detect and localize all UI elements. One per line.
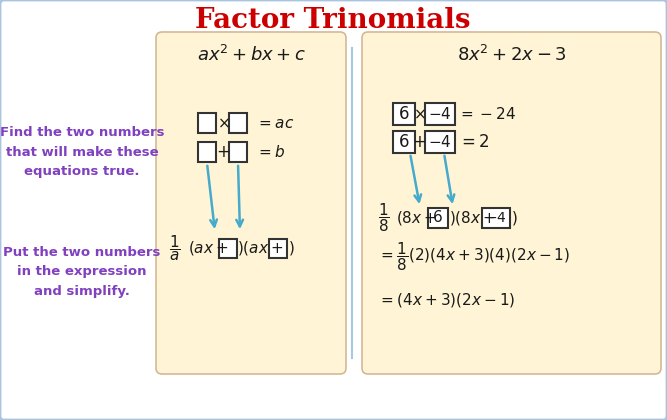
Text: Factor Trinomials: Factor Trinomials xyxy=(195,6,471,34)
Text: $(ax+$: $(ax+$ xyxy=(188,239,228,257)
Bar xyxy=(229,142,247,162)
Text: $)(8x +$: $)(8x +$ xyxy=(449,209,496,227)
Text: Find the two numbers
that will make these
equations true.: Find the two numbers that will make thes… xyxy=(0,126,164,178)
Text: $\dfrac{1}{a}$: $\dfrac{1}{a}$ xyxy=(169,233,181,263)
Text: $)(ax+$: $)(ax+$ xyxy=(237,239,283,257)
Text: $= b$: $= b$ xyxy=(256,144,285,160)
Bar xyxy=(229,113,247,133)
Text: $= 2$: $= 2$ xyxy=(458,133,490,151)
Text: $-4$: $-4$ xyxy=(485,211,507,225)
Text: $= (4x+3)(2x-1)$: $= (4x+3)(2x-1)$ xyxy=(378,291,516,309)
Text: $)$: $)$ xyxy=(511,209,518,227)
Text: 6: 6 xyxy=(399,133,410,151)
Bar xyxy=(425,103,455,125)
Text: Put the two numbers
in the expression
and simplify.: Put the two numbers in the expression an… xyxy=(3,247,161,297)
Text: $-4$: $-4$ xyxy=(428,134,452,150)
Text: $= \dfrac{1}{8}(2)(4x+3)(4)(2x-1)$: $= \dfrac{1}{8}(2)(4x+3)(4)(2x-1)$ xyxy=(378,241,570,273)
FancyBboxPatch shape xyxy=(156,32,346,374)
Text: $\times$: $\times$ xyxy=(413,107,426,121)
Text: $ax^2 + bx + c$: $ax^2 + bx + c$ xyxy=(197,45,305,65)
Bar xyxy=(198,142,216,162)
Text: $+$: $+$ xyxy=(216,143,230,161)
Text: $8x^2 + 2x - 3$: $8x^2 + 2x - 3$ xyxy=(457,45,567,65)
Bar xyxy=(219,239,237,257)
Text: $= -24$: $= -24$ xyxy=(458,106,516,122)
Bar xyxy=(198,113,216,133)
Bar xyxy=(393,103,415,125)
Text: 6: 6 xyxy=(399,105,410,123)
Text: $\times$: $\times$ xyxy=(217,116,229,131)
Bar xyxy=(425,131,455,153)
Text: $-4$: $-4$ xyxy=(428,106,452,122)
Text: $(8x +$: $(8x +$ xyxy=(396,209,437,227)
Text: $)$: $)$ xyxy=(288,239,295,257)
Bar xyxy=(482,208,510,228)
Text: $\dfrac{1}{8}$: $\dfrac{1}{8}$ xyxy=(378,202,390,234)
Bar xyxy=(428,208,448,228)
Text: 6: 6 xyxy=(433,210,443,226)
Bar xyxy=(269,239,287,257)
Bar xyxy=(393,131,415,153)
Text: $= ac$: $= ac$ xyxy=(256,116,294,131)
Text: $+$: $+$ xyxy=(412,133,426,151)
FancyBboxPatch shape xyxy=(362,32,661,374)
